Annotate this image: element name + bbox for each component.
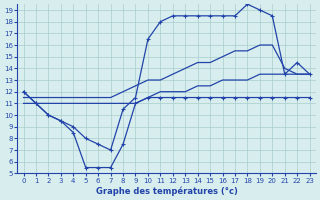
- X-axis label: Graphe des températures (°c): Graphe des températures (°c): [96, 186, 237, 196]
